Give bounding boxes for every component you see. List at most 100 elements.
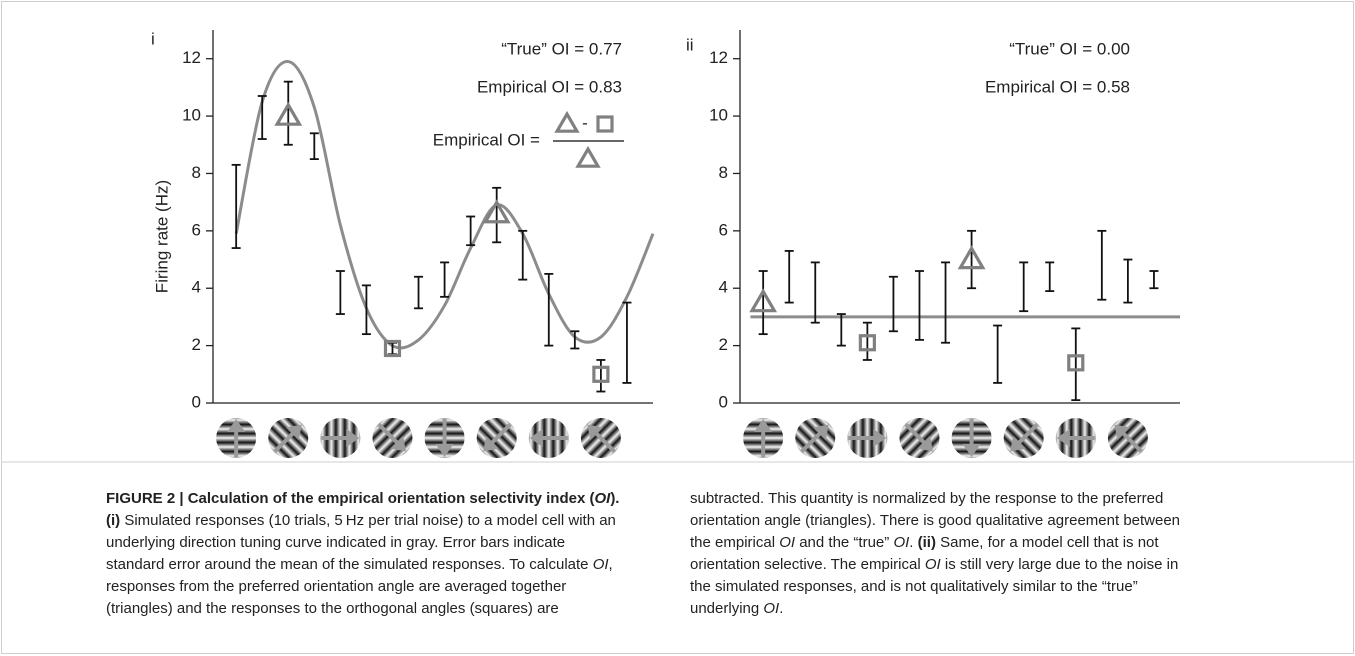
square-marker [1067,354,1085,372]
error-bar [862,321,872,361]
tuning-curve [234,60,655,350]
arrow-shaft [904,423,928,447]
error-bar [414,275,424,310]
caption-line: (triangles) and the responses to the ort… [106,600,559,617]
caption-run: . [779,600,783,617]
error-bar [810,261,820,324]
square-marker [592,365,610,383]
error-bar [967,229,977,290]
error-bar [1149,270,1159,290]
caption-run: (ii) [918,534,936,551]
square-marker [858,334,876,352]
error-bar [1045,261,1055,293]
y-tick-label: 2 [719,335,728,354]
arrow-shaft [488,423,512,447]
error-bar [518,229,528,281]
caption-line: standard error around the mean of the si… [106,556,613,573]
caption-run: OI [594,490,611,507]
caption-line: underlying direction tuning curve indica… [106,534,565,551]
arrow-head [873,428,887,447]
arrow-head [286,424,302,441]
caption-line: underlying OI. [690,600,783,617]
caption-run: Simulated responses (10 trials, 5 Hz per… [120,512,616,529]
y-tick-label: 4 [192,278,201,297]
direction-arrow [529,429,568,448]
caption-line: subtracted. This quantity is normalized … [690,490,1163,507]
error-bar [836,313,846,347]
direction-arrow [321,428,360,447]
error-bar [231,163,241,249]
y-tick-label: 12 [709,48,728,67]
annotation: “True” OI = 0.77 [501,39,622,58]
caption-run: (i) [106,512,120,529]
caption-line: the simulated responses, and is not qual… [690,578,1138,595]
error-bar [440,261,450,298]
direction-arrow [587,424,616,453]
error-bar [914,270,924,341]
arrow-head [390,435,406,452]
formula-minus: - [582,113,588,132]
error-bar [1071,327,1081,402]
error-bar [1019,261,1029,313]
error-bar [941,261,951,344]
error-bar [596,359,606,393]
arrow-head [483,435,499,452]
y-axis-label: Firing rate (Hz) [152,180,171,293]
caption-run: (triangles) and the responses to the ort… [106,600,559,617]
y-tick-label: 12 [182,48,201,67]
direction-arrow [227,419,246,457]
error-bar [758,270,768,336]
caption-run: . [909,534,917,551]
arrow-head [529,429,543,448]
direction-arrow [1010,423,1039,452]
caption-run: the empirical [690,534,779,551]
direction-arrow [754,419,773,457]
y-tick-label: 2 [192,335,201,354]
caption-line: orientation angle (triangles). There is … [690,512,1180,529]
triangle-marker [274,101,303,126]
y-tick-label: 4 [719,278,728,297]
caption-run: orientation angle (triangles). There is … [690,512,1180,529]
arrow-head [962,444,981,457]
direction-arrow [962,419,981,457]
arrow-shaft [592,429,616,453]
arrow-head [1114,424,1131,441]
arrow-head [587,424,604,441]
error-bar [993,324,1003,384]
arrow-head [1056,428,1070,447]
arrow-head [917,435,933,452]
y-tick-label: 8 [719,163,728,182]
triangle-marker [749,288,778,313]
direction-arrow [800,424,829,453]
arrow-shaft [1015,423,1039,447]
arrow-shaft [273,429,297,453]
direction-arrow [1056,428,1095,447]
error-bar [335,270,345,315]
caption-run: the simulated responses, and is not qual… [690,578,1138,595]
triangle-marker [957,245,986,270]
error-bar [622,301,632,384]
triangle-marker [575,145,601,168]
arrow-shaft [800,429,824,453]
caption-run: subtracted. This quantity is normalized … [690,490,1163,507]
caption-run: , [609,556,613,573]
caption-run: OI [925,556,941,573]
caption-run: orientation selective. The empirical [690,556,925,573]
panel-label: ii [686,35,694,54]
arrow-head [346,428,360,447]
arrow-head [1010,435,1026,452]
caption-line: orientation selective. The empirical OI … [690,556,1178,573]
caption-line: FIGURE 2 | Calculation of the empirical … [106,490,619,507]
direction-arrow [904,423,933,452]
caption-line: (i) Simulated responses (10 trials, 5 Hz… [106,512,616,529]
direction-arrow [1114,424,1143,453]
direction-arrow [377,423,406,452]
caption-run: OI [893,534,909,551]
arrow-head [754,419,773,432]
square-marker [383,339,402,358]
y-tick-label: 8 [192,163,201,182]
annotation: “True” OI = 0.00 [1009,39,1130,58]
direction-arrow [273,424,302,453]
